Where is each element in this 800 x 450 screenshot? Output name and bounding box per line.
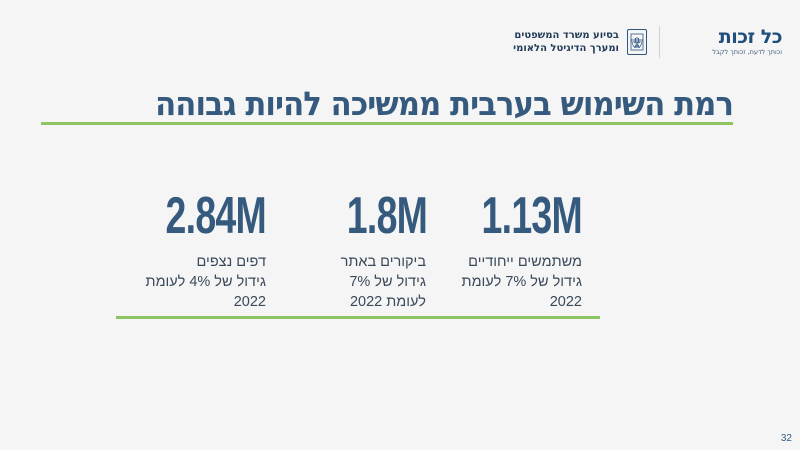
stat-page-views: 2.84M דפים נצפים גידול של 4% לעומת 2022 — [126, 187, 267, 312]
title-underline — [41, 122, 733, 125]
stat-description: דפים נצפים גידול של 4% לעומת 2022 — [126, 252, 266, 312]
logo-divider — [659, 26, 660, 58]
stats-underline — [116, 316, 600, 319]
stat-desc-line: 2022 — [549, 294, 582, 310]
stat-value: 2.84M — [165, 187, 267, 245]
stats-row: 1.13M משתמשים ייחודיים גידול של 7% לעומת… — [116, 190, 600, 315]
ministry-line-1: בסיוע משרד המשפטים — [514, 30, 619, 41]
stat-desc-line: גידול של 7% לעומת — [461, 274, 582, 290]
stat-desc-line: 2022 — [233, 294, 266, 310]
stat-unique-users: 1.13M משתמשים ייחודיים גידול של 7% לעומת… — [442, 187, 583, 312]
state-emblem-icon — [627, 29, 647, 55]
stat-desc-line: גידול של 7% — [349, 274, 426, 290]
stat-value: 1.13M — [481, 187, 583, 245]
ministry-line-2: ומערך הדיגיטל הלאומי — [513, 43, 619, 54]
header-logos: כל זכות וכותך לדעת, זכותך לקבל בסיוע משר… — [513, 24, 783, 60]
slide-title: רמת השימוש בערבית ממשיכה להיות גבוהה — [155, 84, 734, 123]
stat-site-visits: 1.8M ביקורים באתר גידול של 7% לעומת 2022 — [316, 187, 428, 312]
brand-logo: כל זכות וכותך לדעת, זכותך לקבל — [672, 27, 782, 57]
stat-desc-line: גידול של 4% לעומת — [145, 274, 266, 290]
brand-name: כל זכות — [718, 26, 783, 48]
ministry-credit: בסיוע משרד המשפטים ומערך הדיגיטל הלאומי — [513, 29, 619, 55]
stat-value: 1.8M — [346, 187, 428, 245]
stat-desc-line: ביקורים באתר — [340, 254, 426, 270]
stat-desc-line: משתמשים ייחודיים — [468, 254, 582, 270]
stat-description: משתמשים ייחודיים גידול של 7% לעומת 2022 — [442, 252, 582, 312]
page-number: 32 — [780, 433, 792, 444]
brand-tagline: וכותך לדעת, זכותך לקבל — [712, 48, 782, 56]
stat-desc-line: לעומת 2022 — [349, 294, 426, 310]
stat-description: ביקורים באתר גידול של 7% לעומת 2022 — [316, 252, 426, 312]
stat-desc-line: דפים נצפים — [196, 254, 266, 270]
